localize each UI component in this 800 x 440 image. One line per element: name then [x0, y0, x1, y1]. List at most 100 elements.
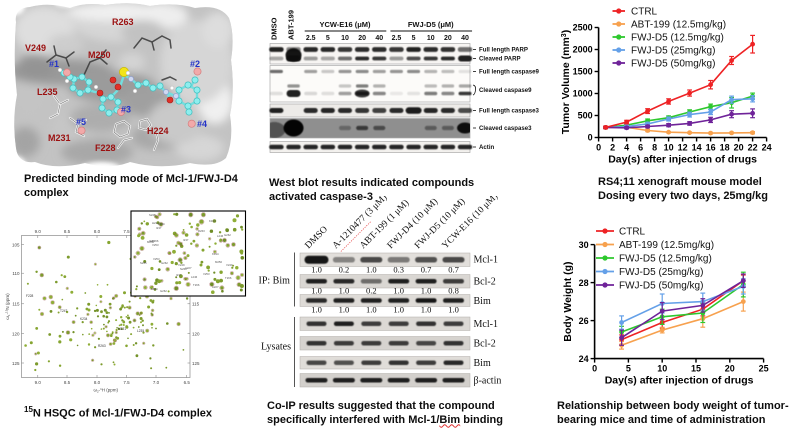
svg-text:K194: K194 — [151, 287, 158, 291]
svg-text:Day(s) after injection of drug: Day(s) after injection of drugs — [608, 154, 757, 166]
svg-text:2500: 2500 — [573, 23, 593, 33]
svg-text:ABT-199 (12.5mg/kg): ABT-199 (12.5mg/kg) — [631, 20, 726, 31]
svg-text:ω2-1H (ppm): ω2-1H (ppm) — [93, 387, 118, 394]
svg-text:I237: I237 — [156, 226, 162, 230]
svg-text:2000: 2000 — [573, 45, 593, 55]
svg-text:Mcl-1: Mcl-1 — [474, 255, 498, 266]
svg-text:14: 14 — [692, 143, 702, 153]
svg-text:18: 18 — [720, 143, 730, 153]
svg-text:40: 40 — [461, 35, 469, 42]
svg-text:10: 10 — [341, 35, 349, 42]
svg-text:20: 20 — [444, 35, 452, 42]
svg-text:S245: S245 — [149, 213, 156, 217]
svg-text:8.5: 8.5 — [64, 380, 71, 385]
svg-text:V253: V253 — [152, 243, 159, 247]
svg-text:125: 125 — [192, 361, 200, 366]
svg-text:0: 0 — [596, 143, 601, 153]
svg-text:120: 120 — [12, 332, 20, 337]
svg-text:FWJ-D5 (12.5mg/kg): FWJ-D5 (12.5mg/kg) — [619, 254, 712, 265]
svg-text:115: 115 — [192, 302, 200, 307]
svg-text:Body Weight (g): Body Weight (g) — [562, 261, 574, 341]
svg-text:FWJ-D5 (25mg/kg): FWJ-D5 (25mg/kg) — [619, 267, 703, 278]
svg-text:T266: T266 — [225, 276, 232, 280]
svg-text:30: 30 — [579, 240, 589, 250]
svg-text:β-actin: β-actin — [474, 376, 502, 387]
svg-text:M231: M231 — [118, 327, 126, 331]
svg-text:YCW-E16 (μM): YCW-E16 (μM) — [319, 20, 371, 29]
svg-text:10: 10 — [657, 364, 667, 374]
svg-text:F228: F228 — [26, 294, 33, 298]
svg-text:5: 5 — [326, 35, 330, 42]
svg-text:Cleaved caspase9: Cleaved caspase9 — [479, 87, 532, 94]
svg-text:G262: G262 — [160, 289, 167, 293]
svg-text:7.5: 7.5 — [123, 229, 130, 234]
svg-text:5: 5 — [412, 35, 416, 42]
svg-text:M250: M250 — [88, 50, 111, 60]
svg-text:8.0: 8.0 — [94, 229, 101, 234]
svg-text:L246: L246 — [217, 234, 224, 238]
svg-text:110: 110 — [12, 271, 20, 276]
svg-text:1500: 1500 — [573, 67, 593, 77]
svg-text:1.0: 1.0 — [311, 286, 322, 296]
svg-text:6.5: 6.5 — [184, 380, 191, 385]
svg-text:H224: H224 — [152, 221, 159, 225]
svg-text:26: 26 — [579, 316, 589, 326]
svg-text:#4: #4 — [197, 119, 207, 129]
svg-text:1.0: 1.0 — [339, 305, 350, 315]
svg-text:CTRL: CTRL — [619, 227, 646, 238]
svg-text:M250: M250 — [215, 260, 222, 264]
svg-text:T266: T266 — [152, 239, 159, 243]
svg-text:1000: 1000 — [573, 89, 593, 99]
svg-text:16: 16 — [706, 143, 716, 153]
svg-text:Cleaved caspase3: Cleaved caspase3 — [479, 125, 532, 132]
svg-text:L246: L246 — [191, 275, 198, 279]
svg-text:IP: Bim: IP: Bim — [259, 276, 291, 287]
svg-text:120: 120 — [192, 332, 200, 337]
svg-text:H224: H224 — [147, 126, 169, 136]
svg-text:Cleaved PARP: Cleaved PARP — [479, 56, 521, 63]
svg-text:0.7: 0.7 — [421, 265, 432, 275]
svg-text:28: 28 — [579, 278, 589, 288]
svg-text:Lysates: Lysates — [261, 342, 291, 353]
svg-text:9.0: 9.0 — [35, 229, 42, 234]
svg-text:FWJ-D5 (25mg/kg): FWJ-D5 (25mg/kg) — [631, 46, 715, 57]
svg-text:1.0: 1.0 — [339, 286, 350, 296]
svg-text:0.2: 0.2 — [339, 265, 350, 275]
svg-text:500: 500 — [578, 111, 593, 121]
svg-text:G262: G262 — [161, 261, 168, 265]
svg-text:1.0: 1.0 — [393, 305, 404, 315]
svg-text:0: 0 — [588, 133, 593, 143]
svg-text:#5: #5 — [76, 117, 86, 127]
svg-text:6: 6 — [638, 143, 643, 153]
svg-text:Actin: Actin — [479, 144, 495, 151]
svg-text:T266: T266 — [193, 283, 200, 287]
svg-text:0.7: 0.7 — [448, 265, 459, 275]
svg-text:I237: I237 — [149, 239, 155, 243]
svg-text:1.0: 1.0 — [366, 265, 377, 275]
svg-text:L235: L235 — [37, 87, 58, 97]
svg-text:V253: V253 — [153, 257, 160, 261]
svg-text:25: 25 — [759, 364, 769, 374]
svg-text:R263: R263 — [198, 229, 205, 233]
svg-text:5: 5 — [626, 364, 631, 374]
svg-text:105: 105 — [12, 242, 20, 247]
svg-text:22: 22 — [748, 143, 758, 153]
svg-text:V249: V249 — [178, 263, 185, 267]
svg-text:8.0: 8.0 — [94, 380, 101, 385]
svg-text:V253: V253 — [203, 272, 210, 276]
svg-text:125: 125 — [12, 361, 20, 366]
svg-text:K194: K194 — [212, 252, 219, 256]
svg-text:K194: K194 — [158, 222, 165, 226]
svg-text:20: 20 — [358, 35, 366, 42]
svg-text:M231: M231 — [48, 133, 71, 143]
svg-text:1.0: 1.0 — [311, 305, 322, 315]
svg-text:40: 40 — [375, 35, 383, 42]
svg-text:FWJ-D4 (10 μM): FWJ-D4 (10 μM) — [385, 196, 440, 251]
svg-text:0.3: 0.3 — [393, 265, 404, 275]
svg-text:K194: K194 — [209, 219, 216, 223]
svg-text:FWJ-D5 (50mg/kg): FWJ-D5 (50mg/kg) — [631, 59, 715, 70]
svg-text:FWJ-D5 (10 μM): FWJ-D5 (10 μM) — [412, 196, 467, 251]
svg-text:1.0: 1.0 — [393, 286, 404, 296]
svg-text:2: 2 — [610, 143, 615, 153]
svg-text:24: 24 — [579, 354, 589, 364]
